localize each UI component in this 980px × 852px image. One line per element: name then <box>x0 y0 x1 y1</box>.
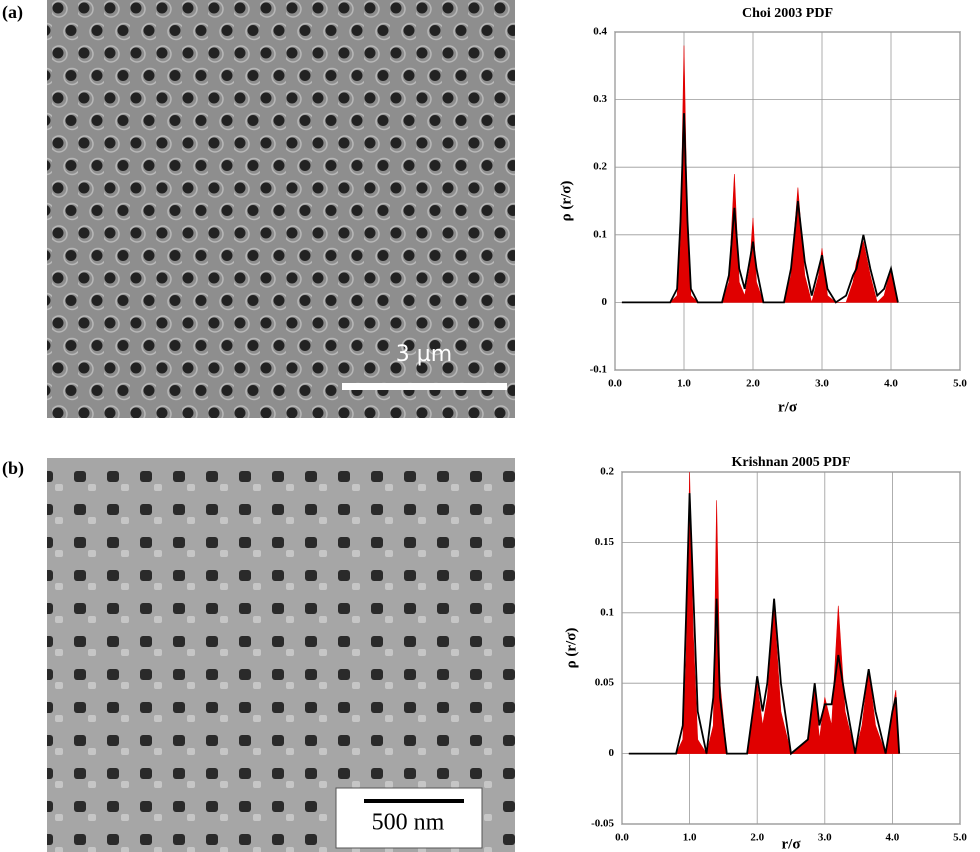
chart-title: Krishnan 2005 PDF <box>731 455 850 470</box>
y-tick-label: 0.2 <box>600 466 614 478</box>
x-tick-label: 4.0 <box>884 378 898 390</box>
y-tick-label: 0.2 <box>593 161 607 173</box>
scale-bar-label: 500 nm <box>372 810 445 836</box>
x-axis-label: r/σ <box>782 836 802 852</box>
y-tick-label: 0.05 <box>595 677 615 689</box>
scale-bar-label: 3 µm <box>396 342 452 367</box>
y-tick-label: -0.05 <box>591 818 614 830</box>
chart-title: Choi 2003 PDF <box>742 6 833 21</box>
x-tick-label: 5.0 <box>953 832 967 844</box>
y-axis-label: ρ (r/σ) <box>558 181 574 222</box>
panel-label: (a) <box>2 2 23 23</box>
x-tick-label: 2.0 <box>750 832 764 844</box>
x-tick-label: 4.0 <box>886 832 900 844</box>
x-tick-label: 3.0 <box>818 832 832 844</box>
x-tick-label: 1.0 <box>677 378 691 390</box>
line <box>628 493 901 756</box>
y-tick-label: 0.1 <box>593 228 607 240</box>
x-tick-label: 2.0 <box>746 378 760 390</box>
x-axis-label: r/σ <box>778 399 798 415</box>
x-tick-label: 5.0 <box>953 378 967 390</box>
x-tick-label: 0.0 <box>608 378 622 390</box>
plot-area <box>614 31 961 371</box>
sem-image-b: 500 nm <box>47 458 515 852</box>
x-tick-label: 0.0 <box>615 832 629 844</box>
y-tick-label: 0.4 <box>593 26 607 38</box>
y-tick-label: 0.15 <box>595 536 615 548</box>
line <box>621 113 899 304</box>
y-tick-label: 0.3 <box>593 93 607 105</box>
panel-label: (b) <box>2 458 24 479</box>
sem-image-a: 3 µm <box>47 0 515 418</box>
y-tick-label: 0.1 <box>600 606 614 618</box>
y-tick-label: 0 <box>602 296 608 308</box>
x-tick-label: 1.0 <box>683 832 697 844</box>
plot-area <box>621 471 961 825</box>
y-tick-label: 0 <box>609 747 615 759</box>
y-tick-label: -0.1 <box>590 364 607 376</box>
y-axis-label: ρ (r/σ) <box>563 628 579 669</box>
x-tick-label: 3.0 <box>815 378 829 390</box>
